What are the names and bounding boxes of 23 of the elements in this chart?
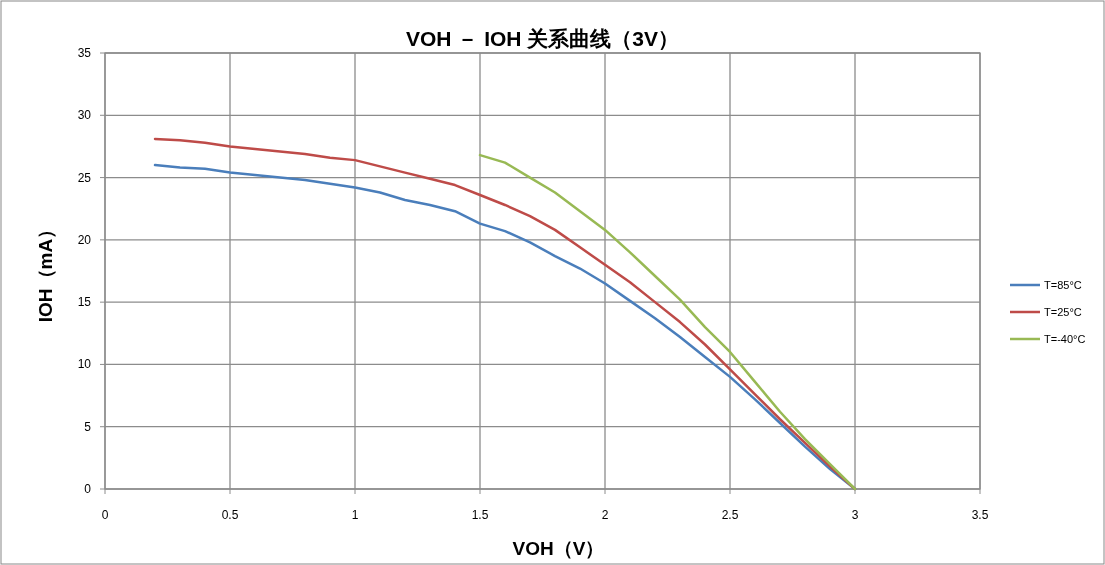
x-tick-label: 1 (351, 508, 359, 522)
x-tick-label: 0.5 (221, 508, 239, 522)
legend-label: T=85°C (1044, 279, 1082, 291)
y-tick-label: 0 (84, 482, 92, 496)
x-tick-label: 3.5 (971, 508, 989, 522)
y-tick-label: 5 (84, 419, 92, 434)
x-tick-label: 2 (601, 508, 609, 522)
x-tick-label: 0 (101, 508, 109, 522)
y-tick-label: 35 (77, 46, 92, 60)
y-tick-label: 30 (77, 108, 92, 123)
y-tick-label: 10 (77, 357, 92, 372)
chart-title: VOH － IOH 关系曲线（3V） (405, 27, 680, 50)
legend-label: T=25°C (1044, 306, 1082, 318)
y-tick-label: 25 (77, 170, 92, 185)
y-axis-title: IOH（mA） (35, 219, 56, 323)
legend-label: T=-40°C (1044, 333, 1086, 345)
x-tick-label: 2.5 (721, 508, 739, 522)
x-tick-label: 1.5 (471, 508, 489, 522)
x-axis-title: VOH（V） (512, 538, 605, 559)
y-tick-label: 15 (77, 295, 92, 310)
y-tick-label: 20 (77, 232, 92, 247)
line-series (478, 153, 857, 491)
x-tick-label: 3 (851, 508, 859, 522)
